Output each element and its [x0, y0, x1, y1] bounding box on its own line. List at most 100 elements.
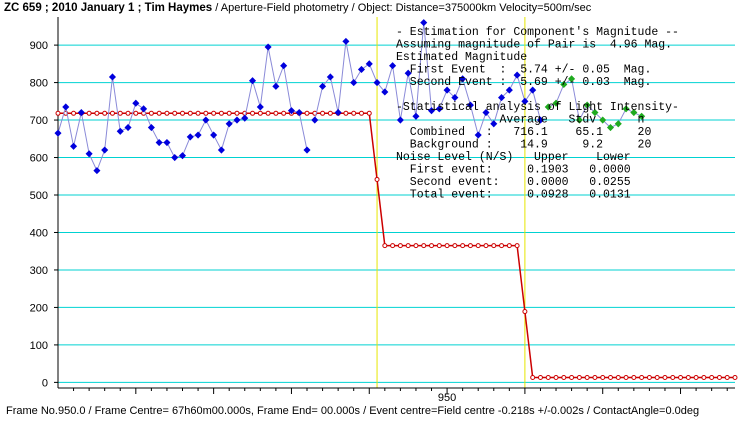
model-point [343, 110, 349, 116]
series-point [249, 77, 257, 85]
model-point [460, 243, 466, 249]
series-point [591, 109, 599, 117]
model-point [623, 375, 629, 381]
model-point [662, 375, 668, 381]
model-point [109, 110, 115, 116]
series-point [326, 73, 334, 81]
model-point [685, 375, 691, 381]
series-point [155, 139, 163, 147]
y-tick-label: 900 [30, 40, 48, 52]
model-point [117, 110, 123, 116]
series-point [599, 116, 607, 124]
series-point [412, 112, 420, 120]
series-point [466, 101, 474, 109]
model-point [615, 375, 621, 381]
model-point [180, 110, 186, 116]
model-point [429, 243, 435, 249]
series-point [264, 43, 272, 51]
series-point [85, 150, 93, 158]
model-point [164, 110, 170, 116]
model-point [545, 375, 551, 381]
model-point [522, 309, 528, 315]
series-point [241, 114, 249, 122]
series-point [373, 79, 381, 87]
series-point [552, 99, 560, 107]
model-point [148, 110, 154, 116]
series-point [638, 112, 646, 120]
model-point [203, 110, 209, 116]
model-point [218, 110, 224, 116]
annotation-line: Total event: 0.0928 0.0131 [396, 189, 631, 202]
annotation-line: Noise Level (N/S) Upper Lower [396, 151, 631, 164]
model-point [351, 110, 357, 116]
model-point [561, 375, 567, 381]
model-point [701, 375, 707, 381]
series-point [536, 116, 544, 124]
model-point [187, 110, 193, 116]
model-point [327, 110, 333, 116]
model-point [71, 110, 77, 116]
annotation-line: Second Event : 5.69 +/- 0.03 Mag. [396, 76, 651, 89]
model-point [265, 110, 271, 116]
series-point [272, 82, 280, 90]
model-point [304, 110, 310, 116]
series-point [529, 86, 537, 94]
series-point [178, 152, 187, 160]
model-point [483, 243, 489, 249]
model-point [553, 375, 559, 381]
model-point [467, 243, 473, 249]
model-curve [55, 110, 738, 381]
series-point [575, 116, 583, 124]
series-point [93, 167, 101, 175]
annotation-line: Combined : 716.1 65.1 20 [396, 126, 651, 139]
series-point [124, 124, 132, 132]
chart-title: ZC 659 ; 2010 January 1 ; Tim Haymes [4, 2, 213, 14]
model-point [405, 243, 411, 249]
series-point [108, 73, 117, 81]
model-point [592, 375, 598, 381]
series-point [101, 146, 109, 154]
series-point [435, 105, 443, 113]
series-point [295, 109, 303, 117]
model-point [320, 110, 326, 116]
y-tick-label: 100 [30, 340, 48, 352]
series-point [342, 37, 350, 45]
series-point [350, 79, 358, 87]
model-point [257, 110, 263, 116]
series-point [287, 107, 295, 115]
series-point [365, 60, 373, 68]
y-tick-label: 400 [30, 227, 48, 239]
series-point [568, 75, 576, 83]
model-point [234, 110, 240, 116]
x-tick-label: 950 [438, 392, 456, 404]
y-tick-label: 200 [30, 302, 48, 314]
annotation-line: Assuming magnitude of Pair is 4.96 Mag. [396, 39, 672, 52]
y-ticks: 0 100 200 300 400 500 600 700 800 900 [30, 40, 58, 389]
series-point [630, 109, 638, 117]
series-point [186, 133, 194, 141]
series-point [614, 120, 622, 128]
model-point [693, 375, 699, 381]
y-tick-label: 0 [42, 377, 48, 389]
model-point [499, 243, 505, 249]
model-point [413, 243, 419, 249]
series-point [256, 103, 264, 111]
series-point [357, 65, 366, 74]
model-point [55, 110, 61, 116]
series-point [132, 99, 140, 107]
annotation-line: Estimated Magnitude [396, 51, 527, 64]
series-point [459, 75, 467, 83]
y-tick-label: 800 [30, 78, 48, 90]
model-point [491, 243, 497, 249]
model-point [670, 375, 676, 381]
data-series [54, 19, 646, 175]
series-point [116, 127, 124, 135]
annotation-line: First event: 0.1903 0.0000 [396, 164, 631, 177]
series-point [606, 124, 615, 132]
model-point [530, 375, 536, 381]
model-point [125, 110, 131, 116]
series-point [202, 116, 210, 124]
model-point [607, 375, 613, 381]
chart-header: ZC 659 ; 2010 January 1 ; Tim Haymes / A… [4, 2, 591, 14]
